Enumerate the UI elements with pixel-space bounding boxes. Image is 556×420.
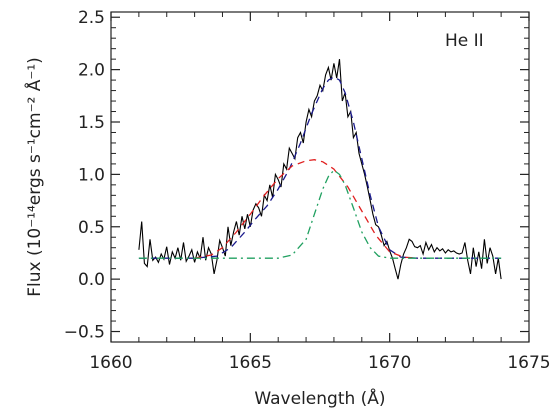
series-line-1 (138, 59, 502, 280)
series-line-2 (138, 76, 502, 259)
series-line-3 (194, 159, 418, 259)
y-tick-label: 0.5 (78, 218, 105, 238)
series-layer (138, 59, 502, 280)
series-line-4 (138, 169, 502, 259)
plot-frame (110, 11, 530, 343)
y-tick-label: 2.5 (78, 8, 105, 28)
x-tick-label: 1665 (229, 353, 272, 373)
y-axis-label: Flux (10⁻¹⁴ergs s⁻¹cm⁻² Å⁻¹) (23, 57, 45, 297)
y-tick-label: 2.0 (78, 61, 105, 81)
y-tick-label: 1.5 (78, 113, 105, 133)
x-axis-label: Wavelength (Å) (254, 387, 385, 409)
y-tick-label: 1.0 (78, 165, 105, 185)
x-tick-label: 1670 (368, 353, 411, 373)
tick-layer: 1660 1665 1670 1675 −0.5 0.0 0.5 1.0 1.5 2.0 2.5 (64, 8, 551, 373)
y-tick-label: −0.5 (64, 323, 105, 343)
y-tick-label: 0.0 (78, 270, 105, 290)
x-tick-label: 1660 (89, 353, 132, 373)
annotation-label: He II (445, 31, 484, 51)
x-tick-label: 1675 (507, 353, 550, 373)
